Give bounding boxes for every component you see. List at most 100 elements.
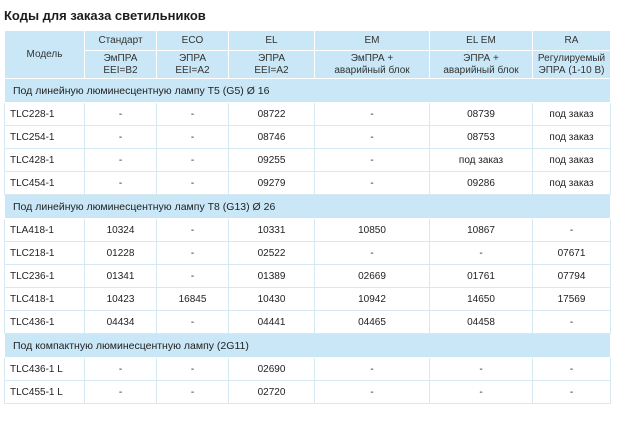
order-code-cell: 04441	[228, 310, 315, 334]
column-header-standard: Стандарт	[84, 30, 157, 51]
order-code-cell: 02522	[228, 241, 315, 265]
table-row: TLC418-1 10423 16845 10430 10942 14650 17569	[4, 287, 611, 311]
column-desc-ra: Регулируемый ЭПРА (1-10 В)	[532, 50, 611, 79]
order-code-cell: 01341	[84, 264, 157, 288]
model-cell: TLC254-1	[4, 125, 85, 149]
order-code-cell: -	[156, 380, 229, 404]
model-cell: TLC436-1	[4, 310, 85, 334]
order-code-cell: 04458	[429, 310, 533, 334]
table-row: TLC436-1 L - -02690- - -	[4, 357, 611, 381]
order-code-cell: под заказ	[532, 102, 611, 126]
order-code-cell: 10850	[314, 218, 430, 242]
order-code-cell: 10331	[228, 218, 315, 242]
order-code-cell: -	[314, 241, 430, 265]
order-code-cell: -	[156, 218, 229, 242]
column-desc-el: ЭПРА EEI=A2	[228, 50, 315, 79]
order-code-cell: -	[532, 310, 611, 334]
model-cell: TLA418-1	[4, 218, 85, 242]
header-row-descriptions: ЭмПРА EEI=B2 ЭПРА EEI=A2 ЭПРА EEI=A2 ЭмПРА …	[5, 50, 611, 79]
model-cell: TLC218-1	[4, 241, 85, 265]
order-code-cell: -	[156, 264, 229, 288]
order-code-cell: -	[314, 380, 430, 404]
order-code-cell: 14650	[429, 287, 533, 311]
order-code-cell: 09286	[429, 171, 533, 195]
order-code-cell: -	[429, 241, 533, 265]
order-code-cell: под заказ	[532, 148, 611, 172]
page-title: Коды для заказа светильников	[4, 8, 206, 23]
order-code-cell: -	[84, 125, 157, 149]
order-code-cell: -	[156, 171, 229, 195]
table-row: TLC228-1- -08722-08739 под заказ	[4, 102, 611, 126]
order-code-cell: 08722	[228, 102, 315, 126]
order-code-cell: -	[156, 310, 229, 334]
order-code-cell: -	[429, 380, 533, 404]
order-code-cell: -	[84, 380, 157, 404]
order-code-cell: 02669	[314, 264, 430, 288]
column-header-em: EM	[314, 30, 430, 51]
column-desc-el-em: ЭПРА + аварийный блок	[429, 50, 533, 79]
order-code-cell: -	[156, 241, 229, 265]
order-code-cell: 07671	[532, 241, 611, 265]
order-code-cell: -	[429, 357, 533, 381]
order-code-cell: -	[314, 357, 430, 381]
section-title: Под линейную люминесцентную лампу T5 (G5…	[4, 78, 611, 103]
table-row: TLC454-1- -09279-09286 под заказ	[4, 171, 611, 195]
table-row: TLC428-1- -09255- под заказ под заказ	[4, 148, 611, 172]
order-code-cell: под заказ	[532, 125, 611, 149]
column-desc-standard: ЭмПРА EEI=B2	[84, 50, 157, 79]
order-code-cell: 01389	[228, 264, 315, 288]
model-cell: TLC436-1 L	[4, 357, 85, 381]
table-row: TLC455-1 L - -02720- - -	[4, 380, 611, 404]
order-code-cell: 10942	[314, 287, 430, 311]
order-code-cell: под заказ	[429, 148, 533, 172]
section-header-row: Под линейную люминесцентную лампу T5 (G5…	[4, 78, 611, 103]
section-header-row: Под компактную люминесцентную лампу (2G1…	[4, 333, 611, 358]
order-code-cell: -	[84, 171, 157, 195]
order-code-cell: -	[532, 357, 611, 381]
table-row: TLC218-1 01228-02522- -07671	[4, 241, 611, 265]
order-code-cell: -	[314, 102, 430, 126]
model-cell: TLC236-1	[4, 264, 85, 288]
model-cell: TLC228-1	[4, 102, 85, 126]
order-code-cell: 10867	[429, 218, 533, 242]
column-header-eco: ECO	[156, 30, 229, 51]
order-code-cell: 08739	[429, 102, 533, 126]
order-code-cell: 02720	[228, 380, 315, 404]
order-code-cell: -	[84, 357, 157, 381]
order-code-cell: -	[532, 218, 611, 242]
model-cell: TLC455-1 L	[4, 380, 85, 404]
order-code-cell: -	[156, 102, 229, 126]
section-header-row: Под линейную люминесцентную лампу T8 (G1…	[4, 194, 611, 219]
order-code-cell: 04465	[314, 310, 430, 334]
column-header-el-em: EL EM	[429, 30, 533, 51]
order-code-cell: 08753	[429, 125, 533, 149]
order-codes-table: Модель Стандарт ECO EL EM EL EM RA ЭмПРА…	[4, 30, 611, 404]
order-code-cell: 04434	[84, 310, 157, 334]
section-title: Под линейную люминесцентную лампу T8 (G1…	[4, 194, 611, 219]
table-row: TLA418-1 10324-10331 10850 10867-	[4, 218, 611, 242]
order-code-cell: под заказ	[532, 171, 611, 195]
order-code-cell: 01228	[84, 241, 157, 265]
section-title: Под компактную люминесцентную лампу (2G1…	[4, 333, 611, 358]
order-code-cell: 09255	[228, 148, 315, 172]
table-row: TLC436-1 04434-04441 04465 04458-	[4, 310, 611, 334]
order-code-cell: 08746	[228, 125, 315, 149]
header-row-names: Модель Стандарт ECO EL EM EL EM RA	[4, 30, 611, 79]
order-code-cell: 09279	[228, 171, 315, 195]
column-header-model: Модель	[4, 30, 85, 79]
order-code-cell: -	[84, 102, 157, 126]
order-code-cell: 02690	[228, 357, 315, 381]
order-code-cell: -	[156, 357, 229, 381]
column-desc-em: ЭмПРА + аварийный блок	[314, 50, 430, 79]
order-code-cell: 16845	[156, 287, 229, 311]
model-cell: TLC418-1	[4, 287, 85, 311]
model-cell: TLC454-1	[4, 171, 85, 195]
order-code-cell: -	[314, 171, 430, 195]
order-code-cell: -	[156, 148, 229, 172]
order-code-cell: -	[314, 148, 430, 172]
column-header-ra: RA	[532, 30, 611, 51]
order-code-cell: 17569	[532, 287, 611, 311]
column-desc-eco: ЭПРА EEI=A2	[156, 50, 229, 79]
order-code-cell: 10324	[84, 218, 157, 242]
order-code-cell: 10423	[84, 287, 157, 311]
